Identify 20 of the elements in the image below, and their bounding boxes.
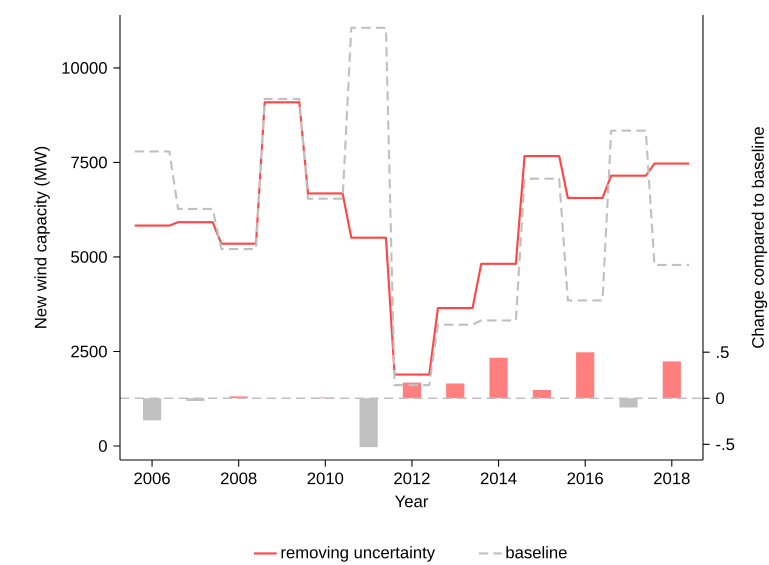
x-tick-label: 2012 (394, 472, 430, 484)
y2-tick-label: 0 (716, 392, 724, 404)
legend-label: removing uncertainty (282, 546, 436, 562)
x-tick-label: 2006 (134, 472, 170, 484)
x-tick-label: 2014 (480, 472, 517, 484)
y-tick-label: 0 (98, 440, 107, 452)
x-tick-label: 2016 (567, 472, 603, 484)
y-tick-label: 10000 (62, 62, 107, 74)
y-tick-label: 2500 (71, 346, 107, 358)
x-tick-label: 2018 (654, 472, 690, 484)
legend-label: baseline (506, 546, 567, 558)
y2-tick-label: -.5 (716, 438, 734, 450)
x-tick-label: 2008 (220, 472, 256, 484)
y2-axis-title: Change compared to baseline (752, 127, 768, 348)
x-tick-label: 2010 (308, 472, 344, 484)
y-axis-title: New wind capacity (MW) (34, 146, 50, 328)
y2-tick-label: .5 (716, 346, 729, 358)
y-tick-label: 7500 (71, 156, 107, 168)
x-axis-title: Year (395, 496, 428, 508)
y-tick-label: 5000 (71, 251, 107, 263)
